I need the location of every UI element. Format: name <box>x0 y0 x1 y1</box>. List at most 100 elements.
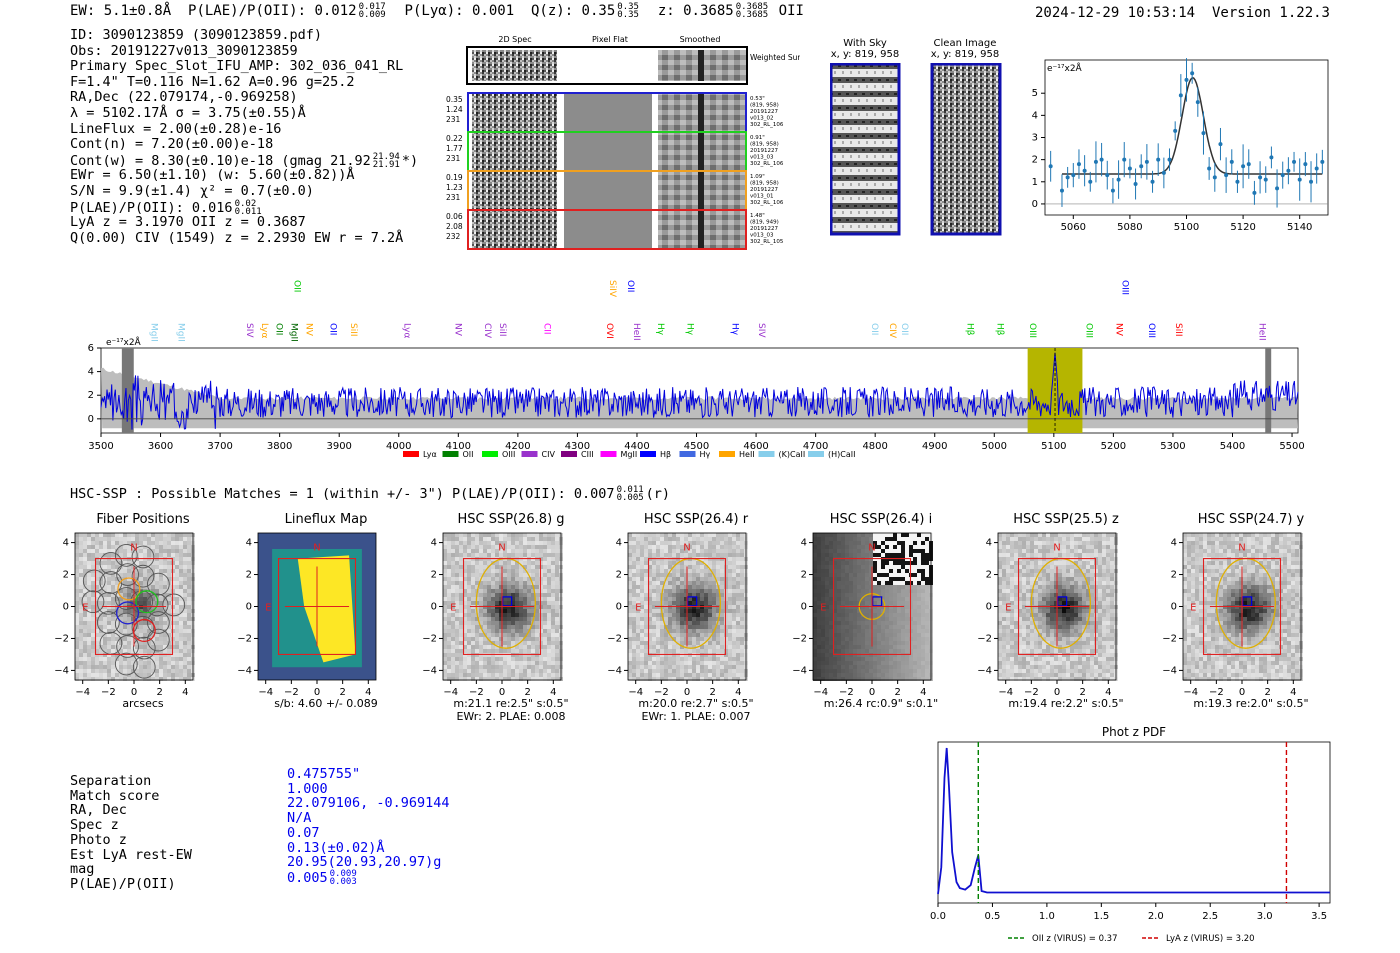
fit-data-point <box>1212 175 1217 180</box>
legend-label: MgII <box>621 450 638 459</box>
spec2d-cutout <box>472 133 557 170</box>
cutout-x-tick: −4 <box>628 687 643 698</box>
pdf-x-tick: 2.0 <box>1148 911 1164 922</box>
spec2d-col-title: Pixel Flat <box>592 35 628 44</box>
spectrum-x-tick: 3500 <box>88 441 113 452</box>
cutout-x-tick: 0 <box>869 687 875 698</box>
match-label: Photo z <box>70 831 127 848</box>
cutout-y-tick: 0 <box>986 602 992 613</box>
header-qz: Q(z): 0.35 <box>530 3 616 19</box>
fit-data-point <box>1184 77 1189 82</box>
fit-data-point <box>1139 164 1144 169</box>
spectrum-x-tick: 4800 <box>862 441 887 452</box>
match-value: 1.000 <box>287 780 328 797</box>
north-marker: N <box>498 543 505 554</box>
cutout-y-tick: 0 <box>801 602 807 613</box>
cutout-x-tick: 4 <box>920 687 926 698</box>
cutout-x-tick: −4 <box>258 687 273 698</box>
cutout-y-tick: −4 <box>422 665 437 676</box>
cutout-x-tick: 0 <box>499 687 505 698</box>
pixel-flat <box>564 94 652 131</box>
match-label: RA, Dec <box>70 802 127 819</box>
cutout-y-tick: 2 <box>986 570 992 581</box>
legend-swatch <box>808 451 824 457</box>
match-labels: Separation Match score RA, Dec Spec z Ph… <box>70 774 192 892</box>
sky-stamps <box>830 63 1002 236</box>
info-plae: P(LAE)/P(OII): 0.016 0.02 0.011 <box>70 198 262 217</box>
north-marker: N <box>130 543 137 554</box>
cutout-y-tick: 2 <box>801 570 807 581</box>
fit-data-point <box>1065 175 1070 180</box>
fit-data-point <box>1258 175 1263 180</box>
legend-swatch <box>561 451 577 457</box>
north-marker: N <box>683 543 690 554</box>
match-label: Spec z <box>70 817 119 834</box>
fit-data-point <box>1275 186 1280 191</box>
fit-data-point <box>1099 157 1104 162</box>
spec2d-row-meta: (819, 949) <box>750 220 779 226</box>
cutout-x-tick: 4 <box>365 687 371 698</box>
spec2d-row-meta: 302_RL_106 <box>750 122 784 128</box>
fit-data-point <box>1110 188 1115 193</box>
fit-data-point <box>1105 173 1110 178</box>
match-label: P(LAE)/P(OII) <box>70 875 176 892</box>
legend-label: OII <box>463 450 474 459</box>
info-fparams: F=1.4" T=0.116 N=1.62 A=0.96 g=25.2 <box>70 73 355 90</box>
cutout-title: HSC SSP(24.7) y <box>1197 512 1305 527</box>
cutout-y-tick: 2 <box>431 570 437 581</box>
cutout-x-tick: 4 <box>735 687 741 698</box>
fit-data-point <box>1263 177 1268 182</box>
match-value: 0.13(±0.02)Å <box>287 839 385 856</box>
match-value: 22.079106, -0.969144 <box>287 795 450 812</box>
spec2d-row-stat: 0.22 <box>446 134 463 143</box>
spectrum-unit: e⁻¹⁷x2Å <box>106 336 142 348</box>
fit-y-tick: 2 <box>1032 155 1038 166</box>
fit-data-point <box>1218 142 1223 147</box>
line-fit-plot: e⁻¹⁷x2Å 5060 5080 5100 5120 5140 0 1 2 3 4 5 <box>1032 58 1329 233</box>
fiber-circle <box>132 655 156 679</box>
cutout-x-tick: −4 <box>1183 687 1198 698</box>
spectrum-y-tick: 0 <box>88 414 94 425</box>
fiber-circle <box>81 590 105 614</box>
cutout-x-tick: −2 <box>839 687 854 698</box>
spectral-line-label: Lyα <box>259 323 269 339</box>
spectrum-x-tick: 5000 <box>982 441 1007 452</box>
info-obs: Obs: 20191227v013_3090123859 <box>70 42 298 59</box>
spectrum-x-tick: 4200 <box>505 441 530 452</box>
spec2d-row-stat: 231 <box>446 193 461 202</box>
spec2d-row-meta: 302_RL_106 <box>750 200 784 206</box>
spectral-line-label: Hβ <box>994 323 1004 336</box>
fit-x-tick: 5080 <box>1117 222 1142 233</box>
cutout-y-tick: −2 <box>977 633 992 644</box>
fiber-circle <box>130 590 154 614</box>
legend-label: CIV <box>542 450 556 459</box>
spectral-line-label: CIV <box>482 323 492 339</box>
match-values: 0.475755" 1.000 22.079106, -0.969144 N/A… <box>287 767 450 887</box>
match-value: 20.95(20.93,20.97)g <box>287 854 442 871</box>
fiber-circle <box>82 569 106 593</box>
spectral-line-label: HeII <box>631 323 641 341</box>
fit-data-point <box>1161 170 1166 175</box>
header-plya: P(Lyα): 0.001 <box>404 3 515 19</box>
east-marker: E <box>635 603 641 614</box>
east-marker: E <box>1190 603 1196 614</box>
fit-x-tick: 5140 <box>1287 222 1312 233</box>
spectrum-x-tick: 4300 <box>565 441 590 452</box>
cutout-y-tick: 2 <box>63 570 69 581</box>
spectral-line-label: SiII <box>497 323 507 337</box>
fit-x-tick: 5060 <box>1061 222 1086 233</box>
fit-data-point <box>1150 179 1155 184</box>
spectral-line-label: MgII <box>289 323 299 342</box>
spec2d-row-frame <box>467 209 747 250</box>
spectral-line-label: Hγ <box>729 323 739 336</box>
spec2d-row-meta: (819, 958) <box>750 142 779 148</box>
pdf-x-tick: 0.0 <box>930 911 946 922</box>
east-marker: E <box>450 603 456 614</box>
match-value: 0.005 0.009 0.003 <box>287 868 357 887</box>
spec2d-row-stat: 231 <box>446 115 461 124</box>
pdf-x-tick: 3.0 <box>1257 911 1273 922</box>
fiber-circle <box>114 587 138 610</box>
fiber-circle <box>131 545 155 569</box>
photz-title: Phot z PDF <box>1102 725 1166 739</box>
fit-data-point <box>1303 162 1308 167</box>
